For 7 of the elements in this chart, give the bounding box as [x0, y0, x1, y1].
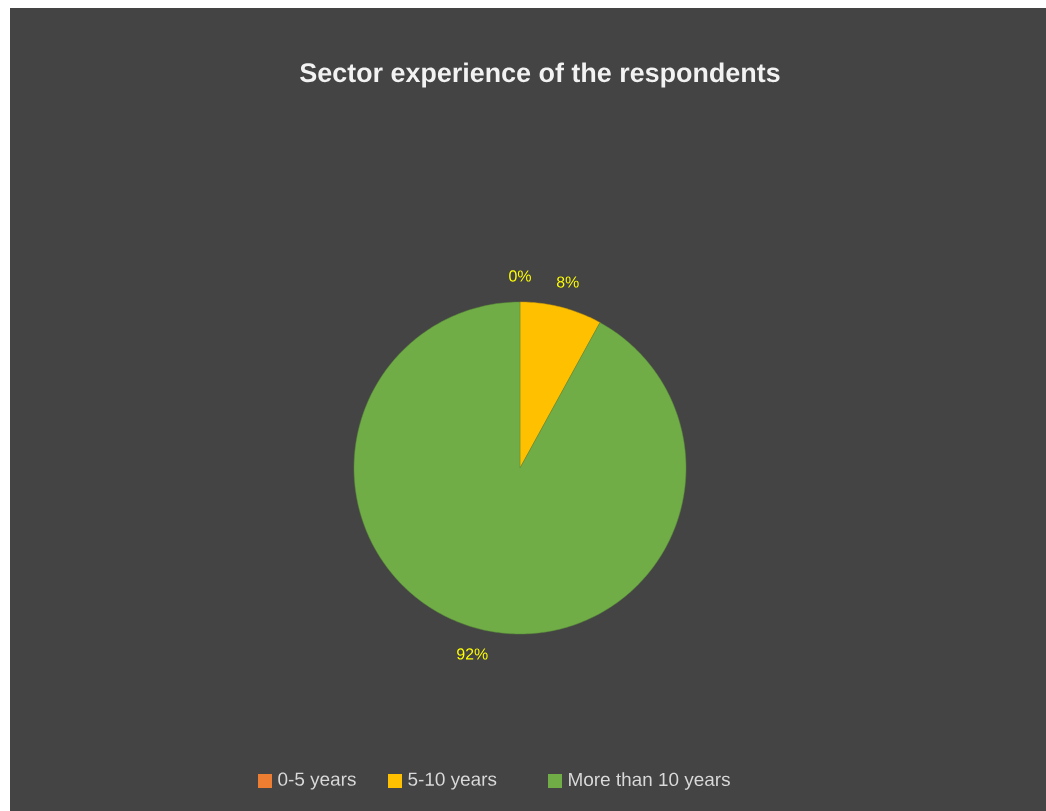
legend-label: More than 10 years: [569, 772, 730, 790]
text: 0%: [509, 270, 531, 282]
data-label: 92%: [457, 648, 488, 660]
data-label: 8%: [556, 276, 579, 288]
legend-label: 5-10 years: [408, 772, 497, 790]
chart-title: Sector experience of the respondents: [300, 62, 780, 88]
legend-label: 0-5 years: [278, 772, 356, 790]
